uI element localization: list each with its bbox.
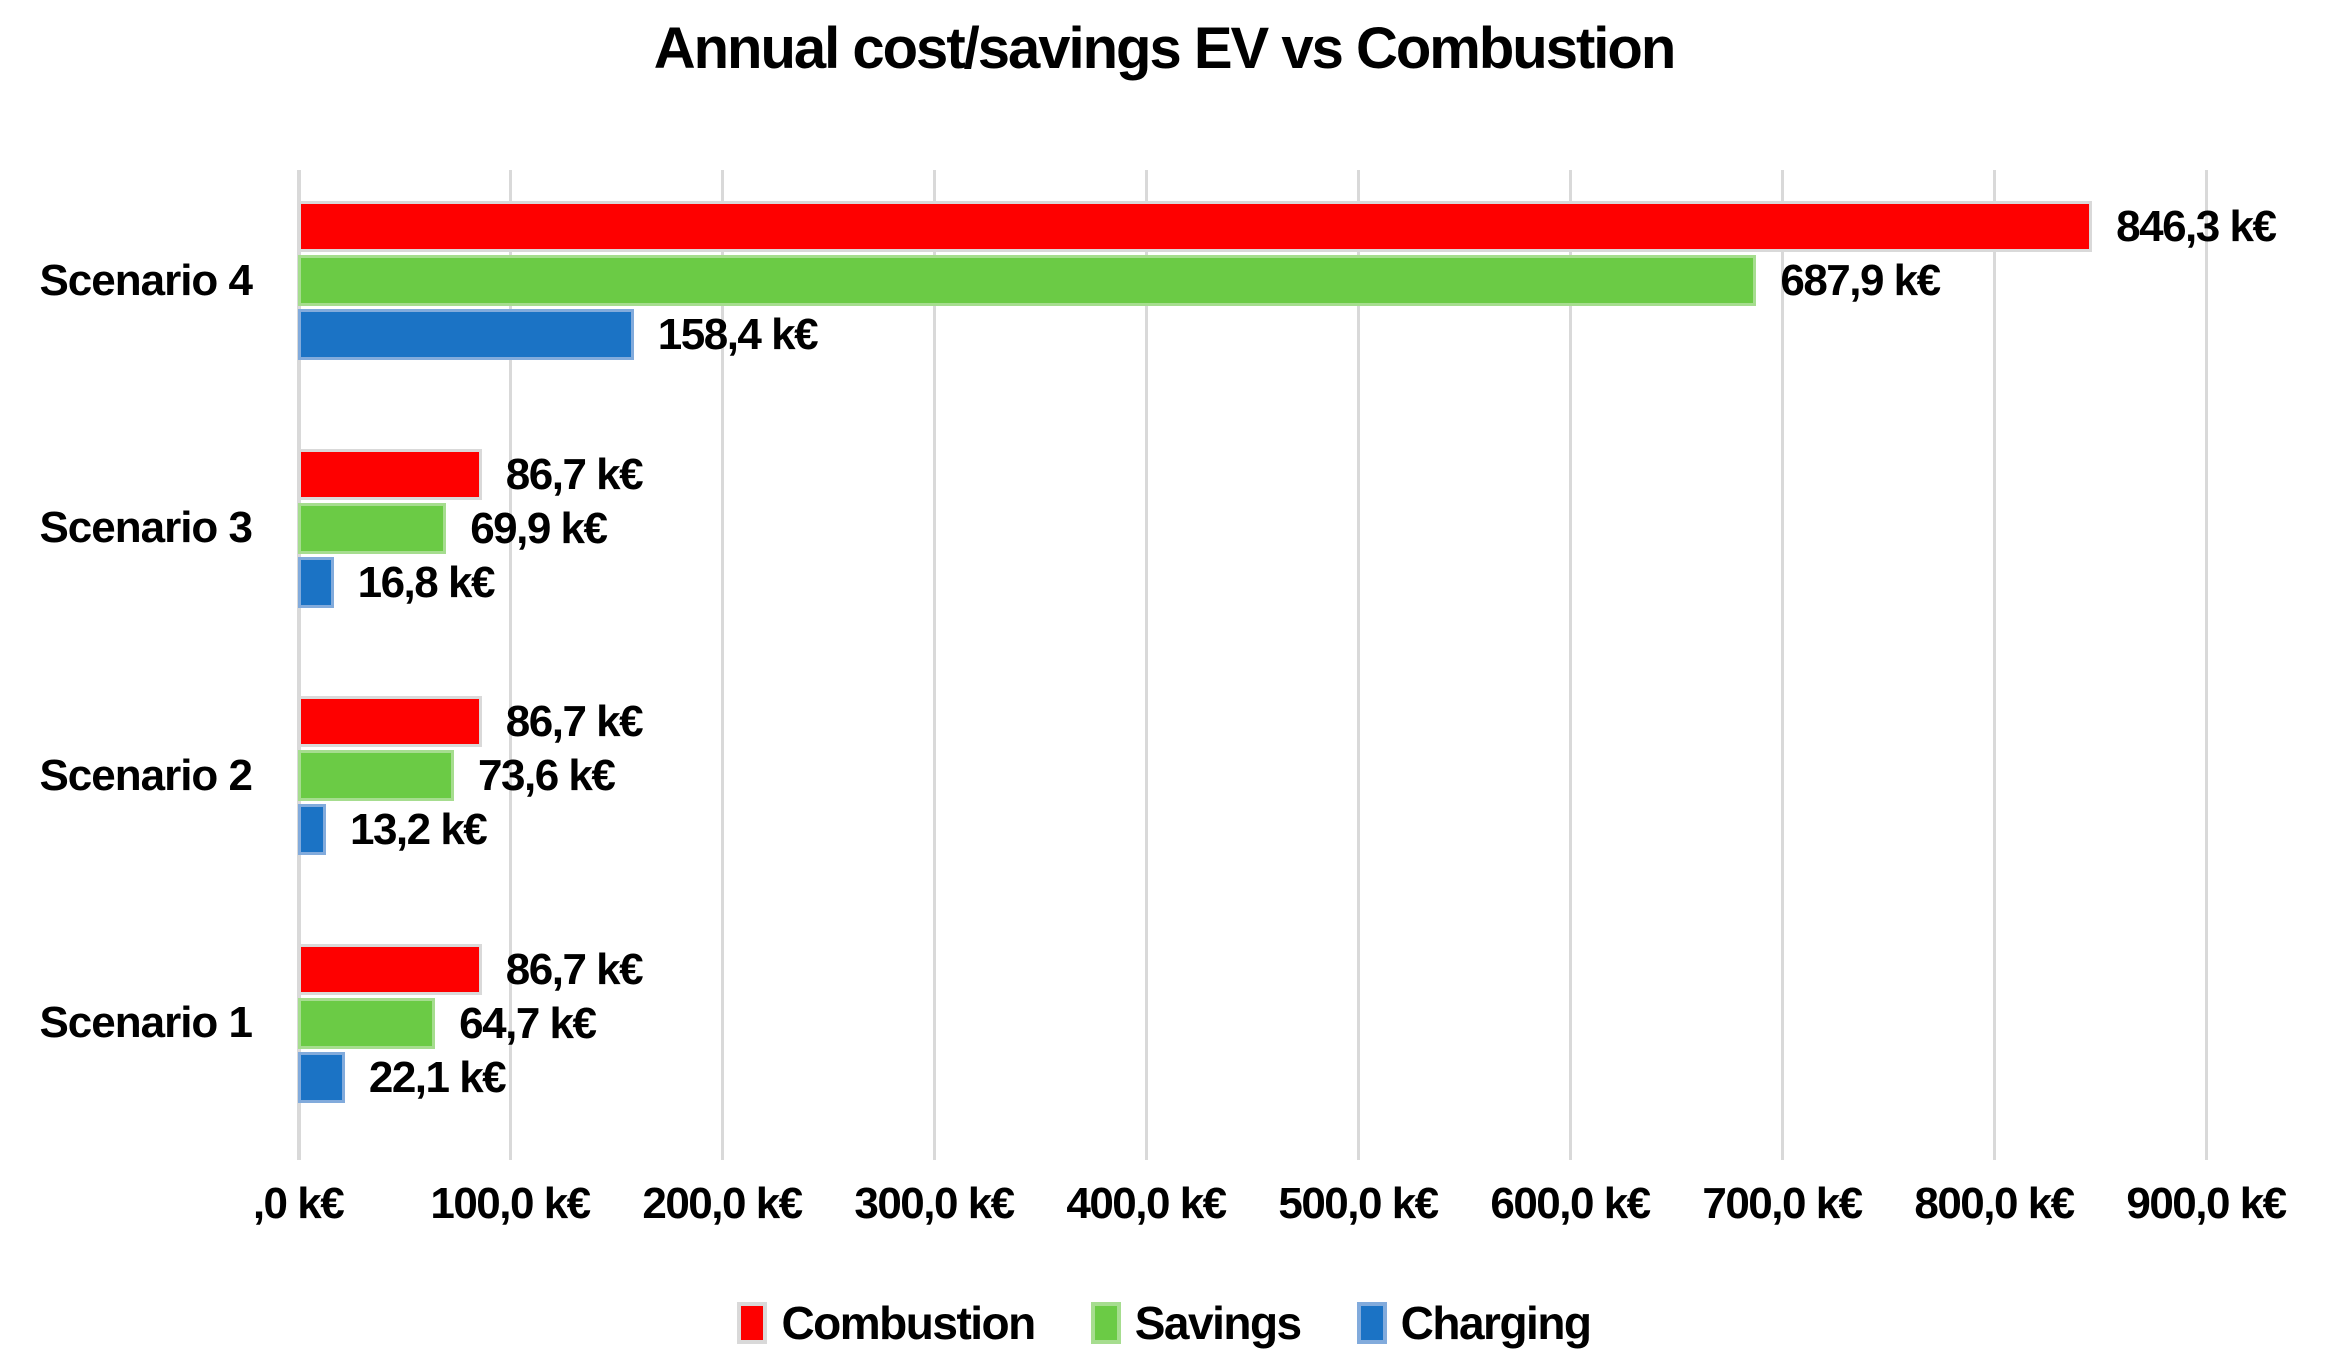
bar-combustion-scenario-2 [298, 696, 482, 747]
legend-label: Savings [1134, 1297, 1302, 1349]
gridline [2204, 170, 2208, 1160]
bar-charging-scenario-2 [298, 804, 326, 855]
bar-row: 73,6 k€ [298, 750, 2326, 801]
bar-value-label: 158,4 k€ [657, 310, 819, 359]
bar-row: 16,8 k€ [298, 556, 2326, 608]
bar-savings-scenario-1 [298, 997, 436, 1049]
bar-row: 69,9 k€ [298, 502, 2326, 554]
legend-marker-savings [1090, 1302, 1121, 1344]
category-label: Scenario 4 [39, 255, 253, 305]
bar-value-label: 86,7 k€ [505, 449, 644, 499]
bar-charging-scenario-3 [298, 556, 334, 608]
bar-row: 687,9 k€ [298, 255, 2326, 306]
bar-combustion-scenario-4 [298, 201, 2093, 252]
x-tick-label: 200,0 k€ [642, 1179, 803, 1228]
x-tick-label: 400,0 k€ [1066, 1179, 1227, 1228]
bar-value-label: 64,7 k€ [459, 998, 597, 1048]
bar-savings-scenario-2 [298, 750, 455, 801]
gridline [1144, 170, 1148, 1160]
gridline [1992, 170, 1996, 1160]
bar-value-label: 86,7 k€ [505, 697, 644, 746]
x-tick-label: 500,0 k€ [1278, 1179, 1439, 1228]
legend-item-combustion: Combustion [737, 1296, 1036, 1350]
bar-charging-scenario-4 [298, 309, 634, 360]
bar-combustion-scenario-3 [298, 448, 482, 500]
x-tick-label: 800,0 k€ [1914, 1179, 2075, 1228]
bar-value-label: 16,8 k€ [357, 557, 496, 607]
category-label: Scenario 3 [39, 503, 253, 552]
legend-item-charging: Charging [1356, 1296, 1592, 1350]
gridline [1780, 170, 1784, 1160]
bar-row: 13,2 k€ [298, 804, 2326, 855]
category-label: Scenario 1 [39, 998, 253, 1047]
x-tick-label: 300,0 k€ [854, 1179, 1015, 1228]
bar-value-label: 846,3 k€ [2116, 202, 2277, 251]
legend-label: Combustion [781, 1297, 1036, 1349]
bar-value-label: 13,2 k€ [349, 805, 488, 854]
bar-combustion-scenario-1 [298, 943, 482, 995]
bar-row: 86,7 k€ [298, 696, 2326, 747]
bar-savings-scenario-3 [298, 502, 447, 554]
y-axis-line [296, 170, 301, 1160]
bar-value-label: 86,7 k€ [505, 944, 644, 994]
x-tick-label: ,0 k€ [252, 1179, 345, 1228]
bar-row: 846,3 k€ [298, 201, 2326, 252]
gridline [720, 170, 724, 1160]
gridline [508, 170, 512, 1160]
bar-value-label: 73,6 k€ [478, 751, 616, 800]
gridline [932, 170, 936, 1160]
gridline [1568, 170, 1572, 1160]
legend-label: Charging [1400, 1297, 1592, 1349]
bar-value-label: 687,9 k€ [1780, 256, 1941, 305]
bar-value-label: 69,9 k€ [470, 503, 608, 553]
bar-row: 64,7 k€ [298, 997, 2326, 1049]
bar-row: 86,7 k€ [298, 943, 2326, 995]
gridline [1356, 170, 1360, 1160]
chart-title: Annual cost/savings EV vs Combustion [653, 16, 1677, 81]
bar-row: 22,1 k€ [298, 1051, 2326, 1103]
legend: Combustion Savings Charging [0, 1294, 2328, 1352]
x-tick-label: 100,0 k€ [430, 1179, 591, 1228]
legend-marker-charging [1356, 1302, 1387, 1344]
x-tick-label: 700,0 k€ [1702, 1179, 1863, 1228]
legend-item-savings: Savings [1090, 1296, 1302, 1350]
bar-row: 158,4 k€ [298, 309, 2326, 360]
bar-savings-scenario-4 [298, 255, 1757, 306]
bar-value-label: 22,1 k€ [368, 1052, 507, 1102]
bar-charging-scenario-1 [298, 1051, 345, 1103]
x-tick-label: 600,0 k€ [1490, 1179, 1651, 1228]
bar-row: 86,7 k€ [298, 448, 2326, 500]
legend-marker-combustion [737, 1302, 768, 1344]
x-tick-label: 900,0 k€ [2126, 1179, 2287, 1228]
category-label: Scenario 2 [39, 750, 253, 800]
